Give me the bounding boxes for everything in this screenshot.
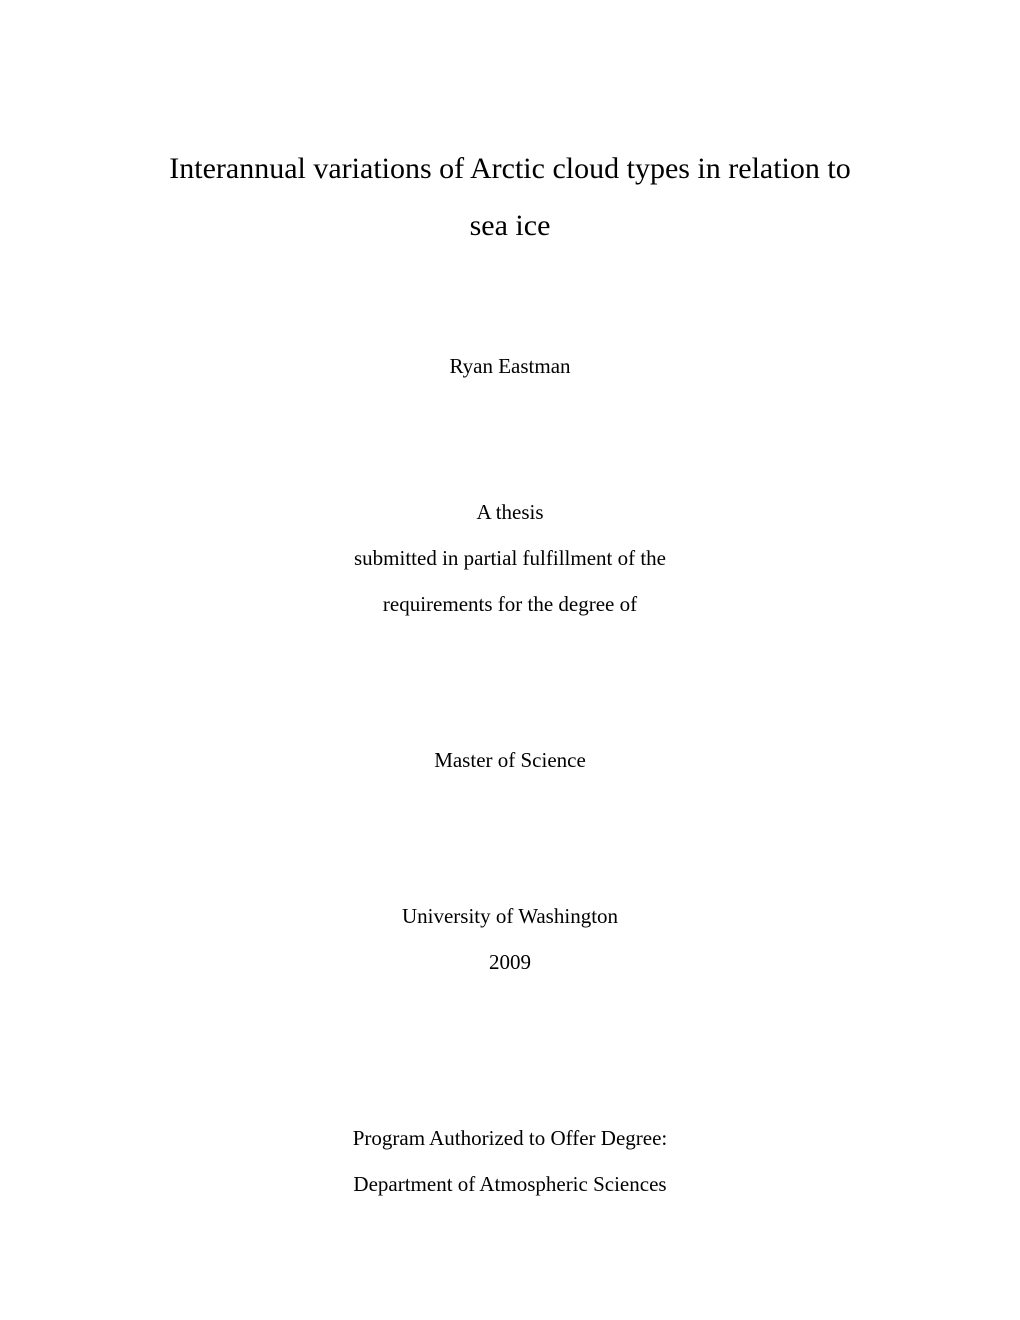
- department-name: Department of Atmospheric Sciences: [353, 1161, 668, 1207]
- author-name: Ryan Eastman: [449, 354, 570, 379]
- thesis-line-2: submitted in partial fulfillment of the: [354, 535, 666, 581]
- degree-name: Master of Science: [434, 748, 586, 773]
- thesis-statement-block: A thesis submitted in partial fulfillmen…: [354, 489, 666, 628]
- title-line-2: sea ice: [100, 197, 920, 254]
- thesis-title-page: Interannual variations of Arctic cloud t…: [0, 0, 1020, 1320]
- year: 2009: [402, 939, 618, 985]
- title-block: Interannual variations of Arctic cloud t…: [100, 140, 920, 254]
- title-line-1: Interannual variations of Arctic cloud t…: [100, 140, 920, 197]
- program-block: Program Authorized to Offer Degree: Depa…: [353, 1115, 668, 1207]
- thesis-line-1: A thesis: [354, 489, 666, 535]
- university-name: University of Washington: [402, 893, 618, 939]
- institution-block: University of Washington 2009: [402, 893, 618, 985]
- program-authorization: Program Authorized to Offer Degree:: [353, 1115, 668, 1161]
- thesis-line-3: requirements for the degree of: [354, 581, 666, 627]
